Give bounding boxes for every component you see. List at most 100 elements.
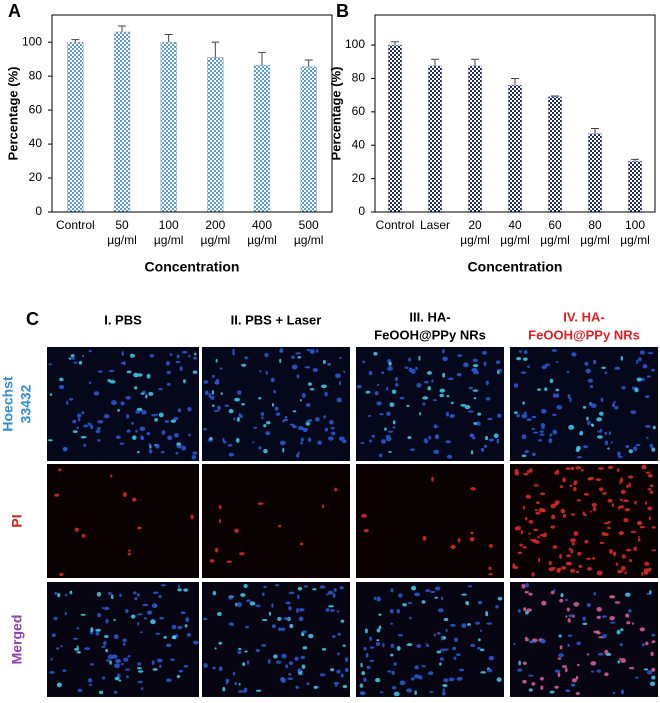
cell bbox=[446, 454, 453, 459]
cell bbox=[288, 661, 294, 666]
cell bbox=[540, 492, 546, 496]
cell bbox=[109, 380, 116, 384]
cell bbox=[344, 657, 349, 662]
cell bbox=[567, 618, 571, 623]
cell bbox=[549, 378, 554, 384]
cell bbox=[542, 534, 547, 538]
cell bbox=[429, 690, 434, 693]
cell bbox=[364, 628, 368, 634]
cell bbox=[625, 548, 632, 552]
cell bbox=[203, 427, 207, 431]
cell bbox=[449, 414, 454, 419]
cell bbox=[421, 600, 426, 604]
cell bbox=[338, 436, 345, 441]
cell bbox=[267, 658, 271, 664]
bar bbox=[627, 160, 643, 213]
cell bbox=[416, 644, 422, 648]
cell bbox=[463, 362, 469, 368]
cell bbox=[396, 608, 401, 614]
cell bbox=[607, 447, 610, 450]
cell bbox=[88, 350, 92, 353]
cell bbox=[297, 594, 300, 600]
cell bbox=[561, 665, 567, 668]
cell bbox=[597, 467, 604, 470]
cell bbox=[486, 622, 493, 625]
cell bbox=[643, 668, 649, 671]
cell bbox=[95, 631, 100, 636]
cell bbox=[467, 585, 473, 588]
cell bbox=[155, 632, 161, 635]
cell bbox=[583, 445, 588, 449]
cell bbox=[252, 441, 255, 444]
cell bbox=[295, 685, 298, 689]
cell bbox=[434, 586, 441, 591]
cell bbox=[445, 411, 450, 417]
cell bbox=[573, 480, 578, 484]
cell bbox=[114, 663, 120, 669]
cell bbox=[72, 430, 78, 433]
cell bbox=[522, 401, 525, 405]
cell bbox=[529, 468, 533, 473]
cell bbox=[335, 373, 341, 379]
cell bbox=[589, 510, 592, 513]
cell bbox=[442, 372, 446, 378]
cell bbox=[106, 659, 110, 662]
cell bbox=[280, 627, 286, 631]
cell bbox=[170, 419, 177, 423]
cell bbox=[101, 645, 106, 648]
cell bbox=[297, 426, 304, 431]
cell bbox=[291, 364, 298, 370]
cell bbox=[181, 350, 188, 354]
cell bbox=[368, 414, 372, 417]
cell bbox=[64, 611, 67, 616]
cell bbox=[76, 627, 80, 630]
cell bbox=[649, 681, 656, 686]
cell bbox=[378, 625, 382, 630]
cell bbox=[651, 368, 655, 372]
cell bbox=[54, 493, 60, 497]
cell bbox=[56, 647, 60, 650]
cell bbox=[410, 368, 416, 374]
cell bbox=[460, 403, 467, 407]
cell bbox=[399, 680, 406, 686]
cell bbox=[528, 532, 531, 535]
cell bbox=[453, 637, 458, 643]
cell bbox=[331, 431, 336, 436]
cell bbox=[586, 603, 591, 608]
cell bbox=[375, 642, 381, 647]
cell bbox=[548, 561, 552, 566]
cell bbox=[146, 432, 151, 436]
cell bbox=[177, 625, 183, 630]
cell bbox=[242, 662, 246, 666]
cell bbox=[174, 433, 179, 438]
cell bbox=[208, 392, 212, 398]
cell bbox=[488, 573, 493, 576]
cell bbox=[439, 657, 444, 661]
bar bbox=[427, 65, 443, 213]
cell bbox=[58, 384, 65, 390]
micrograph bbox=[510, 347, 658, 461]
cell bbox=[170, 658, 175, 661]
cell bbox=[538, 507, 545, 513]
cell bbox=[493, 433, 499, 439]
cell bbox=[107, 654, 114, 660]
cell bbox=[244, 687, 248, 693]
cell bbox=[132, 497, 137, 502]
cell bbox=[453, 656, 457, 660]
cell bbox=[266, 421, 271, 425]
cell bbox=[95, 628, 101, 632]
cell bbox=[586, 566, 592, 571]
cell bbox=[103, 414, 110, 419]
cell bbox=[312, 588, 317, 591]
cell bbox=[567, 634, 573, 637]
cell bbox=[282, 418, 289, 422]
cell bbox=[140, 687, 144, 690]
cell bbox=[376, 628, 381, 633]
cell bbox=[394, 377, 398, 382]
cell bbox=[344, 667, 349, 673]
cell bbox=[309, 418, 313, 422]
cell bbox=[177, 588, 182, 592]
cell bbox=[478, 638, 481, 642]
cell bbox=[387, 670, 392, 673]
cell bbox=[110, 474, 113, 478]
